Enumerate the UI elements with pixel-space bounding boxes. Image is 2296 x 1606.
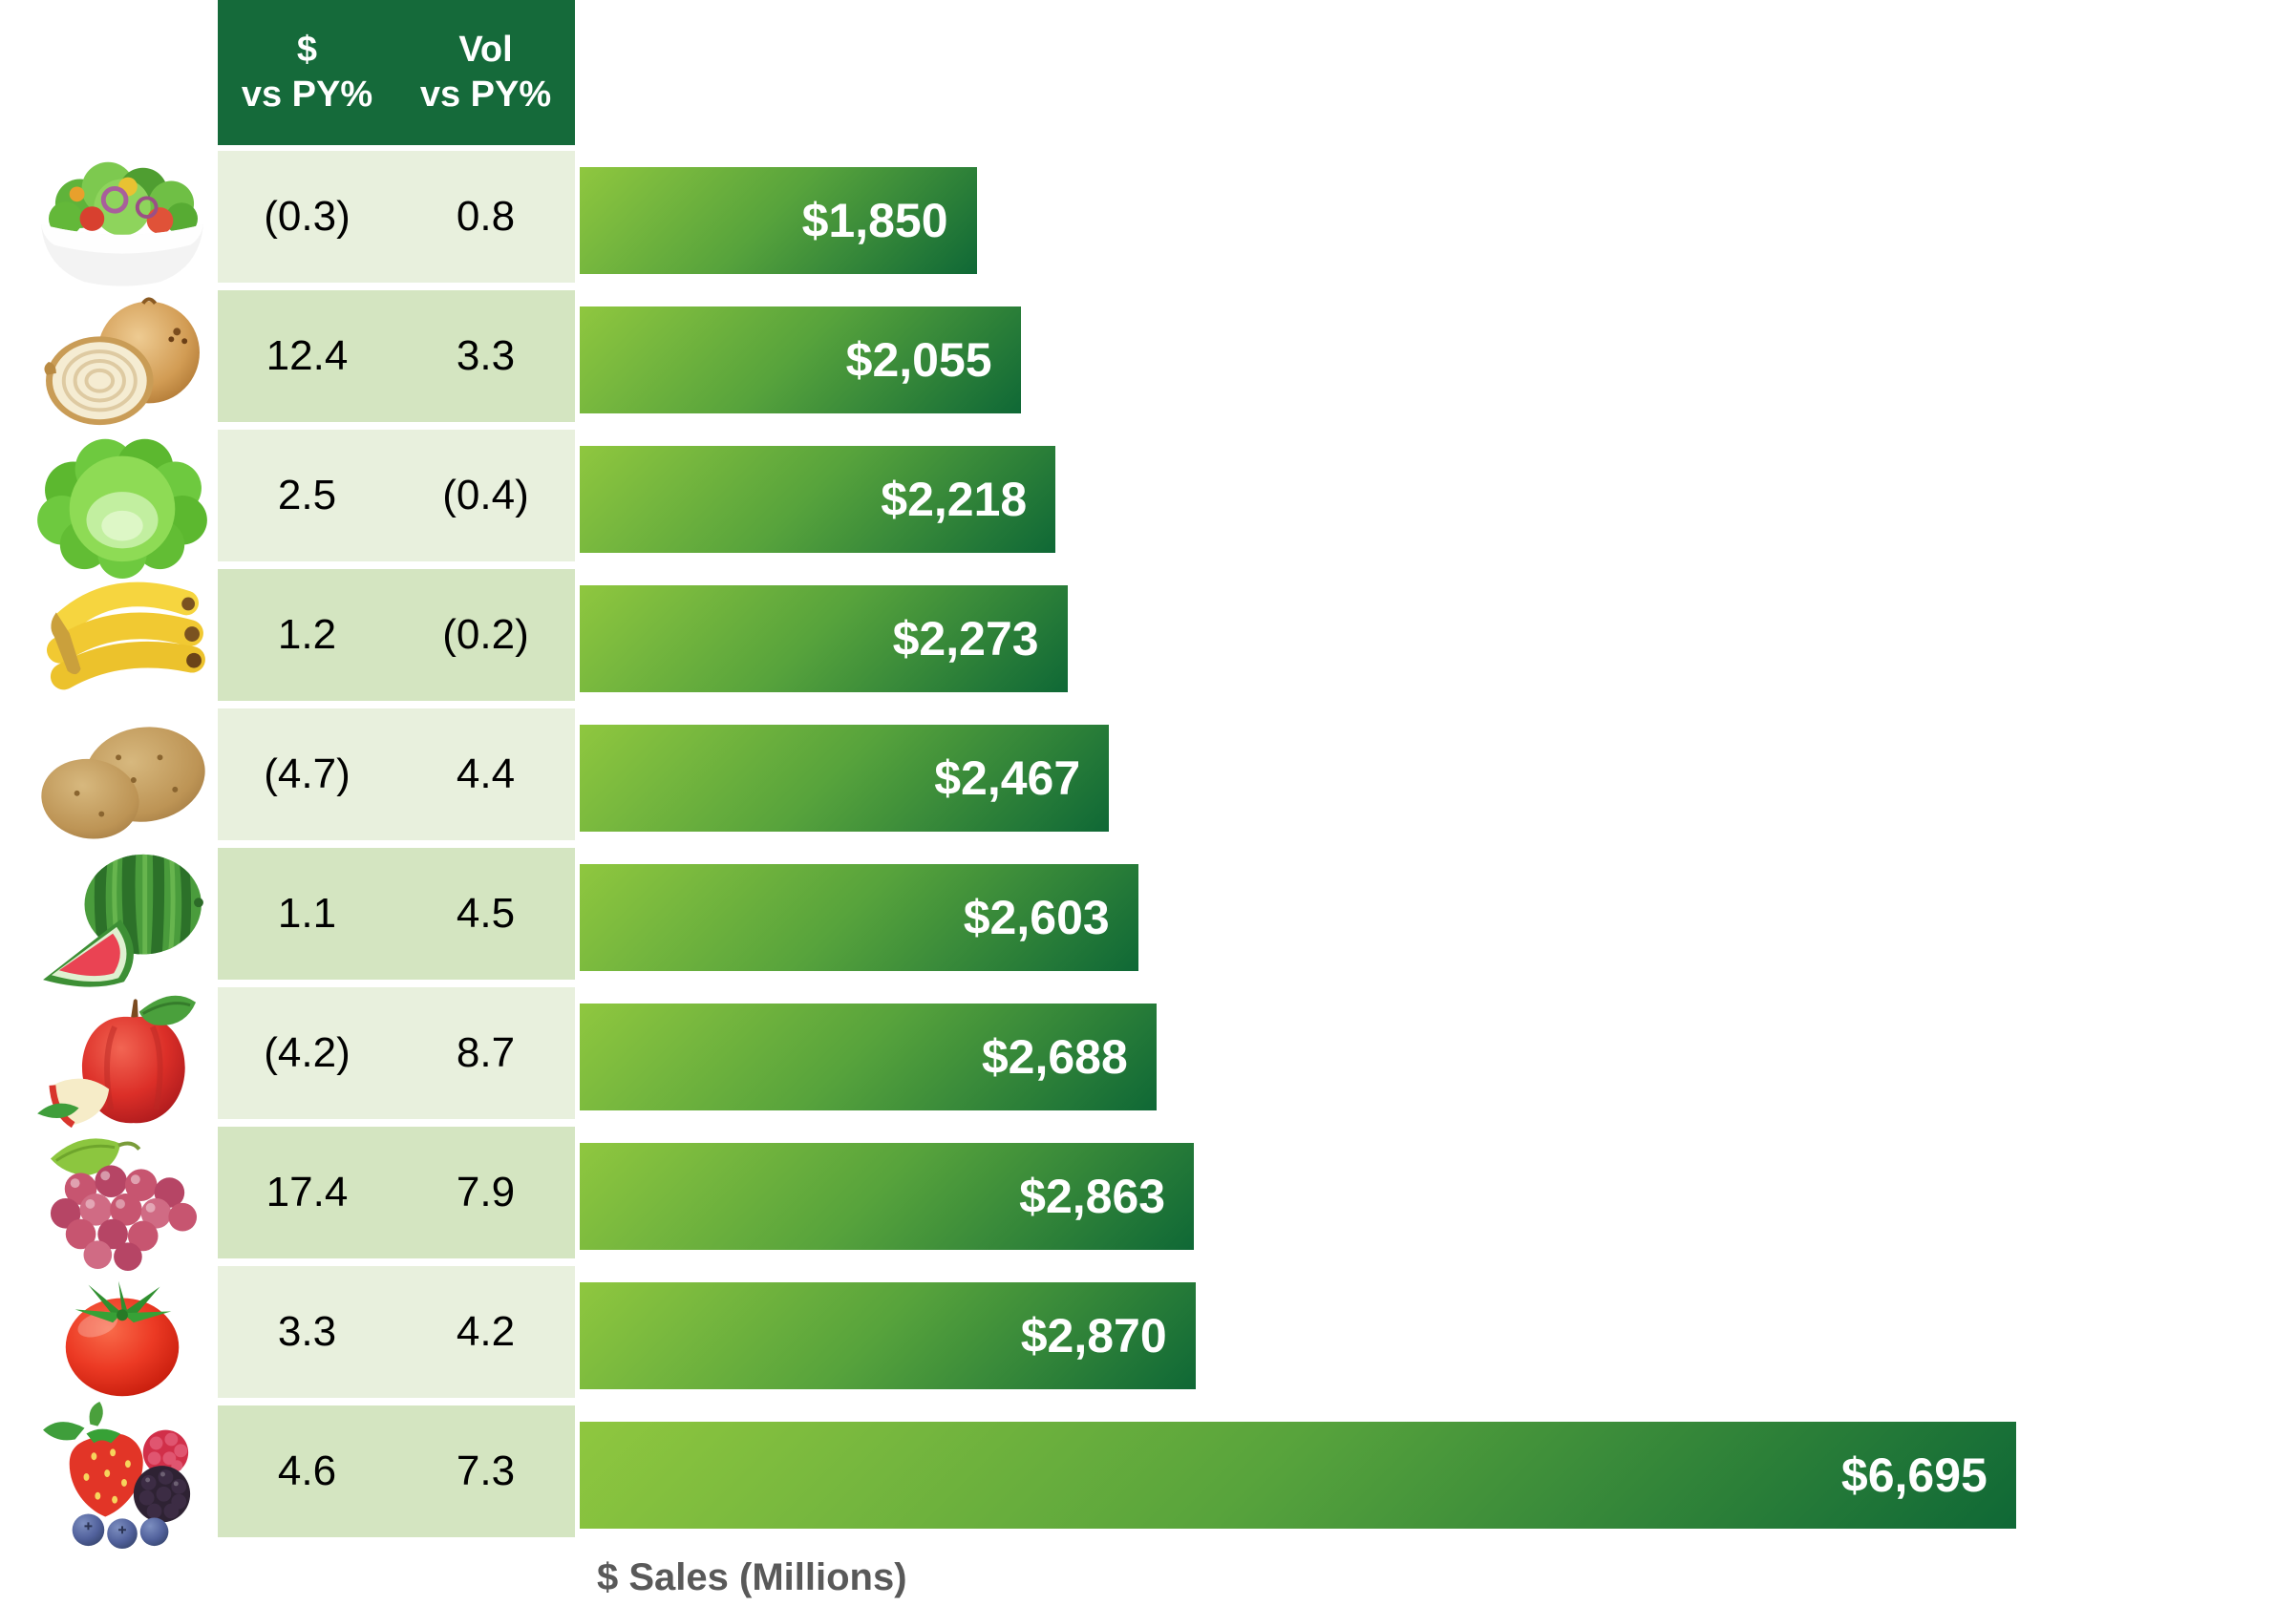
produce-image-cell <box>19 430 224 579</box>
vol-vs-py-value: 0.8 <box>456 193 516 240</box>
bar-slot: $2,273 <box>580 569 2296 708</box>
bar-value-label: $2,273 <box>892 612 1039 666</box>
header-dollar-line2: vs PY% <box>241 74 373 115</box>
dollar-vs-py-value: 3.3 <box>277 1308 337 1355</box>
header-dollar-line1: $ <box>296 29 318 70</box>
apple-image <box>36 995 196 1129</box>
bar-value-label: $2,863 <box>1019 1170 1166 1223</box>
table-row: (4.2) 8.7 <box>218 987 575 1119</box>
sales-bar: $2,870 <box>580 1282 1196 1389</box>
bar-slot: $2,870 <box>580 1266 2296 1405</box>
vol-vs-py-value: (0.4) <box>442 472 529 518</box>
bar-slot: $2,055 <box>580 290 2296 430</box>
salad-bowl-image <box>40 161 203 286</box>
dollar-vs-py-value: 1.2 <box>277 611 337 658</box>
sales-bar: $1,850 <box>580 167 977 274</box>
table-row: 3.3 4.2 <box>218 1266 575 1398</box>
table-row: (4.7) 4.4 <box>218 708 575 840</box>
dollar-vs-py-value: (4.2) <box>264 1029 351 1076</box>
bar-slot: $2,863 <box>580 1127 2296 1266</box>
header-vol-line2: vs PY% <box>419 74 552 115</box>
metrics-table: $ vs PY% Vol vs PY% (0.3) 0.8 12.4 3.3 2… <box>218 0 575 1545</box>
produce-images-column <box>19 151 224 1550</box>
sales-bar: $2,467 <box>580 725 1110 832</box>
table-row: 4.6 7.3 <box>218 1405 575 1537</box>
watermelon-image <box>42 854 203 987</box>
bar-slot: $2,688 <box>580 987 2296 1127</box>
produce-image-cell <box>19 708 224 848</box>
column-header-dollar-vs-py: $ vs PY% <box>218 0 396 145</box>
sales-bar: $2,603 <box>580 864 1138 971</box>
table-row: 1.1 4.5 <box>218 848 575 980</box>
bar-slot: $2,603 <box>580 848 2296 987</box>
bar-value-label: $2,603 <box>963 891 1110 944</box>
column-header-vol-vs-py: Vol vs PY% <box>396 0 575 145</box>
bar-slot: $6,695 <box>580 1405 2296 1545</box>
bar-value-label: $2,870 <box>1020 1309 1167 1363</box>
bar-value-label: $2,218 <box>881 473 1028 526</box>
bar-value-label: $1,850 <box>801 194 948 247</box>
sales-bar: $2,218 <box>580 446 1056 553</box>
grapes-image <box>50 1138 197 1272</box>
sales-bar: $6,695 <box>580 1422 2016 1529</box>
x-axis-label: $ Sales (Millions) <box>597 1556 907 1598</box>
dollar-vs-py-value: (4.7) <box>264 750 351 797</box>
vol-vs-py-value: 4.4 <box>456 750 516 797</box>
table-row: 2.5 (0.4) <box>218 430 575 561</box>
bananas-image <box>46 581 205 690</box>
vol-vs-py-value: 4.5 <box>456 890 516 937</box>
tomato-image <box>65 1280 179 1397</box>
bar-value-label: $6,695 <box>1840 1448 1988 1502</box>
table-header: $ vs PY% Vol vs PY% <box>218 0 575 145</box>
dollar-vs-py-value: 1.1 <box>277 890 337 937</box>
lettuce-image <box>36 438 207 579</box>
produce-image-cell <box>19 1127 224 1272</box>
produce-image-cell <box>19 151 224 290</box>
sales-bar: $2,688 <box>580 1004 1157 1110</box>
header-vol-line1: Vol <box>458 29 513 70</box>
produce-image-cell <box>19 848 224 987</box>
vol-vs-py-value: (0.2) <box>442 611 529 658</box>
bar-slot: $2,467 <box>580 708 2296 848</box>
bar-slot: $1,850 <box>580 151 2296 290</box>
dollar-vs-py-value: 2.5 <box>277 472 337 518</box>
produce-image-cell <box>19 1401 224 1550</box>
table-row: 12.4 3.3 <box>218 290 575 422</box>
table-row: 17.4 7.9 <box>218 1127 575 1258</box>
berries-image <box>42 1401 190 1550</box>
potatoes-image <box>40 727 205 839</box>
bar-value-label: $2,688 <box>981 1030 1128 1084</box>
bar-value-label: $2,055 <box>845 333 992 387</box>
sales-bar: $2,055 <box>580 306 1021 413</box>
vol-vs-py-value: 7.3 <box>456 1448 516 1494</box>
vol-vs-py-value: 8.7 <box>456 1029 516 1076</box>
table-row: 1.2 (0.2) <box>218 569 575 701</box>
produce-image-cell <box>19 1266 224 1405</box>
bar-slot: $2,218 <box>580 430 2296 569</box>
produce-image-cell <box>19 290 224 430</box>
sales-bar: $2,863 <box>580 1143 1195 1250</box>
vol-vs-py-value: 3.3 <box>456 332 516 379</box>
dollar-vs-py-value: 4.6 <box>277 1448 337 1494</box>
dollar-vs-py-value: 17.4 <box>266 1169 349 1215</box>
vol-vs-py-value: 4.2 <box>456 1308 516 1355</box>
bar-value-label: $2,467 <box>934 751 1081 805</box>
table-row: (0.3) 0.8 <box>218 151 575 283</box>
vol-vs-py-value: 7.9 <box>456 1169 516 1215</box>
bar-chart-area: $1,850 $2,055 $2,218 $2,273 $2,467 $2,60 <box>580 151 2296 1545</box>
produce-image-cell <box>19 569 224 708</box>
onion-image <box>43 297 200 426</box>
dollar-vs-py-value: (0.3) <box>264 193 351 240</box>
produce-image-cell <box>19 987 224 1129</box>
sales-bar: $2,273 <box>580 585 1068 692</box>
dollar-vs-py-value: 12.4 <box>266 332 349 379</box>
